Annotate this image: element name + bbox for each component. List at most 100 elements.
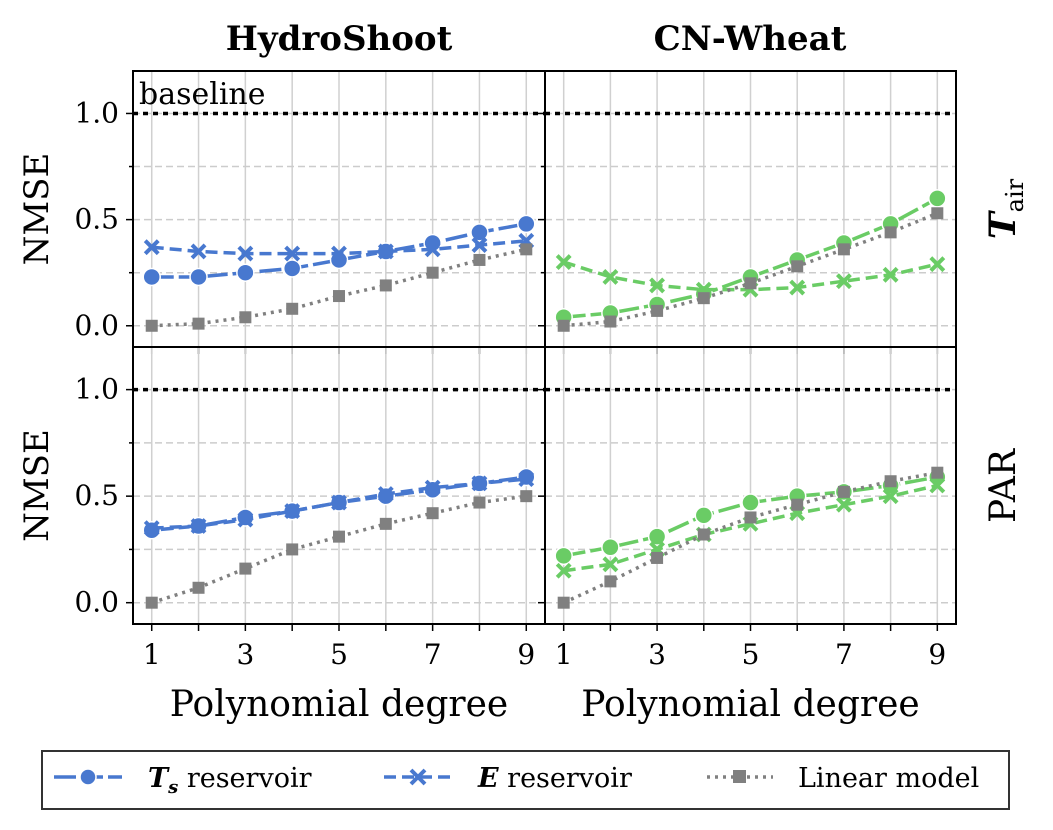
point-lin bbox=[473, 253, 486, 266]
point-lin bbox=[192, 317, 205, 330]
y-tick-label: 0.0 bbox=[74, 586, 119, 619]
point-ts bbox=[517, 214, 536, 234]
point-e bbox=[377, 486, 394, 502]
point-lin bbox=[791, 260, 804, 273]
point-e bbox=[929, 477, 946, 494]
column-title-hydroshoot: HydroShoot bbox=[226, 19, 453, 59]
x-tick-label: 3 bbox=[648, 638, 666, 671]
point-e bbox=[284, 503, 301, 519]
legend-marker-linear bbox=[733, 770, 746, 783]
point-lin bbox=[520, 243, 533, 256]
point-e bbox=[424, 479, 441, 496]
point-e bbox=[190, 518, 207, 534]
legend-entry-linear: Linear model bbox=[707, 763, 979, 794]
point-lin bbox=[286, 302, 299, 315]
y-tick-label: 0.5 bbox=[74, 203, 119, 236]
point-e bbox=[143, 239, 160, 256]
point-e bbox=[555, 562, 572, 579]
point-lin bbox=[473, 496, 486, 509]
point-lin bbox=[239, 311, 252, 324]
point-e bbox=[789, 279, 806, 296]
x-axis-label: Polynomial degree bbox=[581, 684, 919, 725]
point-lin bbox=[557, 319, 570, 332]
x-axis-label: Polynomial degree bbox=[170, 684, 508, 725]
row-label-tair: Tair bbox=[982, 178, 1029, 239]
y-tick-label: 1.0 bbox=[74, 96, 119, 129]
point-lin bbox=[379, 279, 392, 292]
point-e bbox=[882, 488, 899, 505]
panel-hs-par: 1 3 5 7 9 Polynomial degree 0.0 0.5 1.0 NMSE bbox=[17, 346, 546, 725]
row-label-tair-symbol: T bbox=[982, 210, 1024, 239]
point-ts bbox=[470, 223, 489, 242]
legend-label-e-text: reservoir bbox=[499, 763, 632, 794]
series-line-lin bbox=[151, 494, 527, 605]
panel-cn-tair bbox=[538, 70, 957, 354]
point-ts bbox=[741, 493, 760, 512]
legend-label-e-symbol: E bbox=[477, 763, 499, 794]
legend-label-ts-symbol: T bbox=[148, 763, 170, 794]
point-lin bbox=[333, 290, 345, 303]
point-ts bbox=[236, 263, 255, 282]
point-e bbox=[602, 269, 619, 285]
point-e bbox=[649, 277, 666, 294]
series-line-e bbox=[563, 483, 938, 573]
point-ts bbox=[189, 267, 208, 287]
x-tick-label: 1 bbox=[555, 638, 573, 671]
point-ts bbox=[142, 267, 161, 287]
point-lin bbox=[651, 304, 664, 317]
point-e bbox=[518, 471, 535, 488]
y-tick-label: 0.5 bbox=[74, 479, 119, 512]
point-lin bbox=[192, 581, 205, 594]
row-label-par: PAR bbox=[983, 448, 1024, 523]
series-line-ts bbox=[151, 222, 527, 279]
point-lin bbox=[520, 490, 533, 503]
point-lin bbox=[426, 507, 439, 520]
legend-marker-ts bbox=[79, 768, 97, 786]
point-lin bbox=[333, 530, 345, 543]
x-tick-label: 1 bbox=[143, 638, 161, 671]
point-e bbox=[237, 511, 254, 528]
point-lin bbox=[837, 243, 850, 256]
row-label-par-symbol: PAR bbox=[983, 448, 1024, 523]
point-e bbox=[835, 273, 852, 290]
point-e bbox=[190, 243, 207, 260]
x-tick-label: 7 bbox=[424, 638, 442, 671]
legend: Ts reservoir E reservoir Linear model bbox=[41, 750, 1010, 810]
point-lin bbox=[145, 319, 158, 332]
row-label-tair-subscript: air bbox=[1001, 178, 1029, 212]
point-lin bbox=[791, 498, 804, 511]
legend-label-ts-text: reservoir bbox=[178, 763, 311, 794]
point-lin bbox=[286, 543, 299, 556]
point-lin bbox=[239, 562, 252, 575]
point-e bbox=[602, 556, 619, 573]
point-lin bbox=[931, 466, 944, 479]
legend-label-linear: Linear model bbox=[798, 763, 979, 794]
point-e bbox=[331, 245, 347, 262]
point-lin bbox=[884, 226, 897, 239]
baseline-label: baseline bbox=[139, 77, 266, 112]
legend-label-ts: Ts reservoir bbox=[148, 763, 312, 798]
point-e bbox=[835, 496, 852, 513]
point-lin bbox=[744, 511, 757, 524]
point-e bbox=[143, 520, 160, 537]
point-lin bbox=[557, 596, 570, 609]
point-lin bbox=[931, 207, 944, 220]
legend-label-e: E reservoir bbox=[477, 763, 632, 794]
legend-marker-e bbox=[409, 768, 427, 786]
point-lin bbox=[604, 575, 617, 588]
y-tick-label: 0.0 bbox=[74, 309, 119, 342]
point-lin bbox=[837, 485, 850, 498]
point-ts bbox=[282, 259, 302, 278]
x-tick-label: 5 bbox=[742, 638, 760, 671]
legend-entry-ts: Ts reservoir bbox=[54, 763, 312, 798]
point-e bbox=[237, 245, 254, 262]
point-lin bbox=[697, 528, 710, 541]
x-tick-label: 9 bbox=[928, 638, 946, 671]
point-lin bbox=[604, 315, 617, 328]
point-ts bbox=[554, 546, 573, 566]
point-e bbox=[471, 237, 488, 254]
y-tick-label: 1.0 bbox=[74, 373, 119, 406]
x-tick-label: 7 bbox=[835, 638, 853, 671]
